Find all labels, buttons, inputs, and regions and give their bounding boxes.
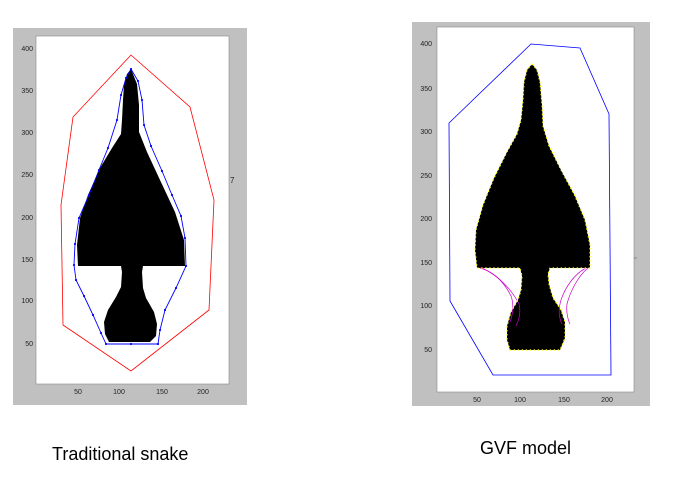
right-y-tick-label: 100 xyxy=(420,303,432,310)
left-x-tick-label: 150 xyxy=(156,389,168,396)
caption-gvf-model: GVF model xyxy=(480,438,572,458)
right-x-tick-label: 100 xyxy=(514,397,526,404)
left-y-tick-label: 250 xyxy=(21,172,33,179)
left-x-tick-label: 100 xyxy=(113,389,125,396)
left-initial-contour xyxy=(60,54,215,372)
right-x-tick-label: 50 xyxy=(473,397,481,404)
left-y-tick-label: 300 xyxy=(21,130,33,137)
left-y-tick-label: 200 xyxy=(21,215,33,222)
right-y-tick-label: 300 xyxy=(420,129,432,136)
right-x-tick-label: 150 xyxy=(558,397,570,404)
right-y-tick-label: 50 xyxy=(424,347,432,354)
right-initial-contour xyxy=(448,43,612,376)
right-y-tick-label: 400 xyxy=(420,41,432,48)
left-axes-box xyxy=(35,35,230,385)
left-y-tick-label: 50 xyxy=(25,341,33,348)
left-object-shape xyxy=(77,69,185,342)
right-axes-box xyxy=(436,26,635,393)
left-y-tick-label: 150 xyxy=(21,257,33,264)
left-y-tick-label: 400 xyxy=(21,46,33,53)
left-contour-vertices xyxy=(72,67,188,346)
right-y-tick-label: 200 xyxy=(420,216,432,223)
stray-axis-label: 7 xyxy=(230,176,235,185)
right-x-tick-label: 200 xyxy=(601,397,613,404)
left-y-tick-label: 100 xyxy=(21,298,33,305)
right-y-tick-label: 250 xyxy=(420,173,432,180)
right-y-tick-label: 150 xyxy=(420,260,432,267)
right-final-contour xyxy=(474,63,591,351)
left-x-tick-label: 200 xyxy=(197,389,209,396)
caption-traditional-snake: Traditional snake xyxy=(52,444,189,464)
right-object-shape xyxy=(475,64,590,350)
left-y-tick-label: 350 xyxy=(21,88,33,95)
left-x-tick-label: 50 xyxy=(74,389,82,396)
right-intermediate-contours xyxy=(479,267,589,327)
left-final-contour xyxy=(73,68,187,345)
right-y-tick-label: 350 xyxy=(420,86,432,93)
